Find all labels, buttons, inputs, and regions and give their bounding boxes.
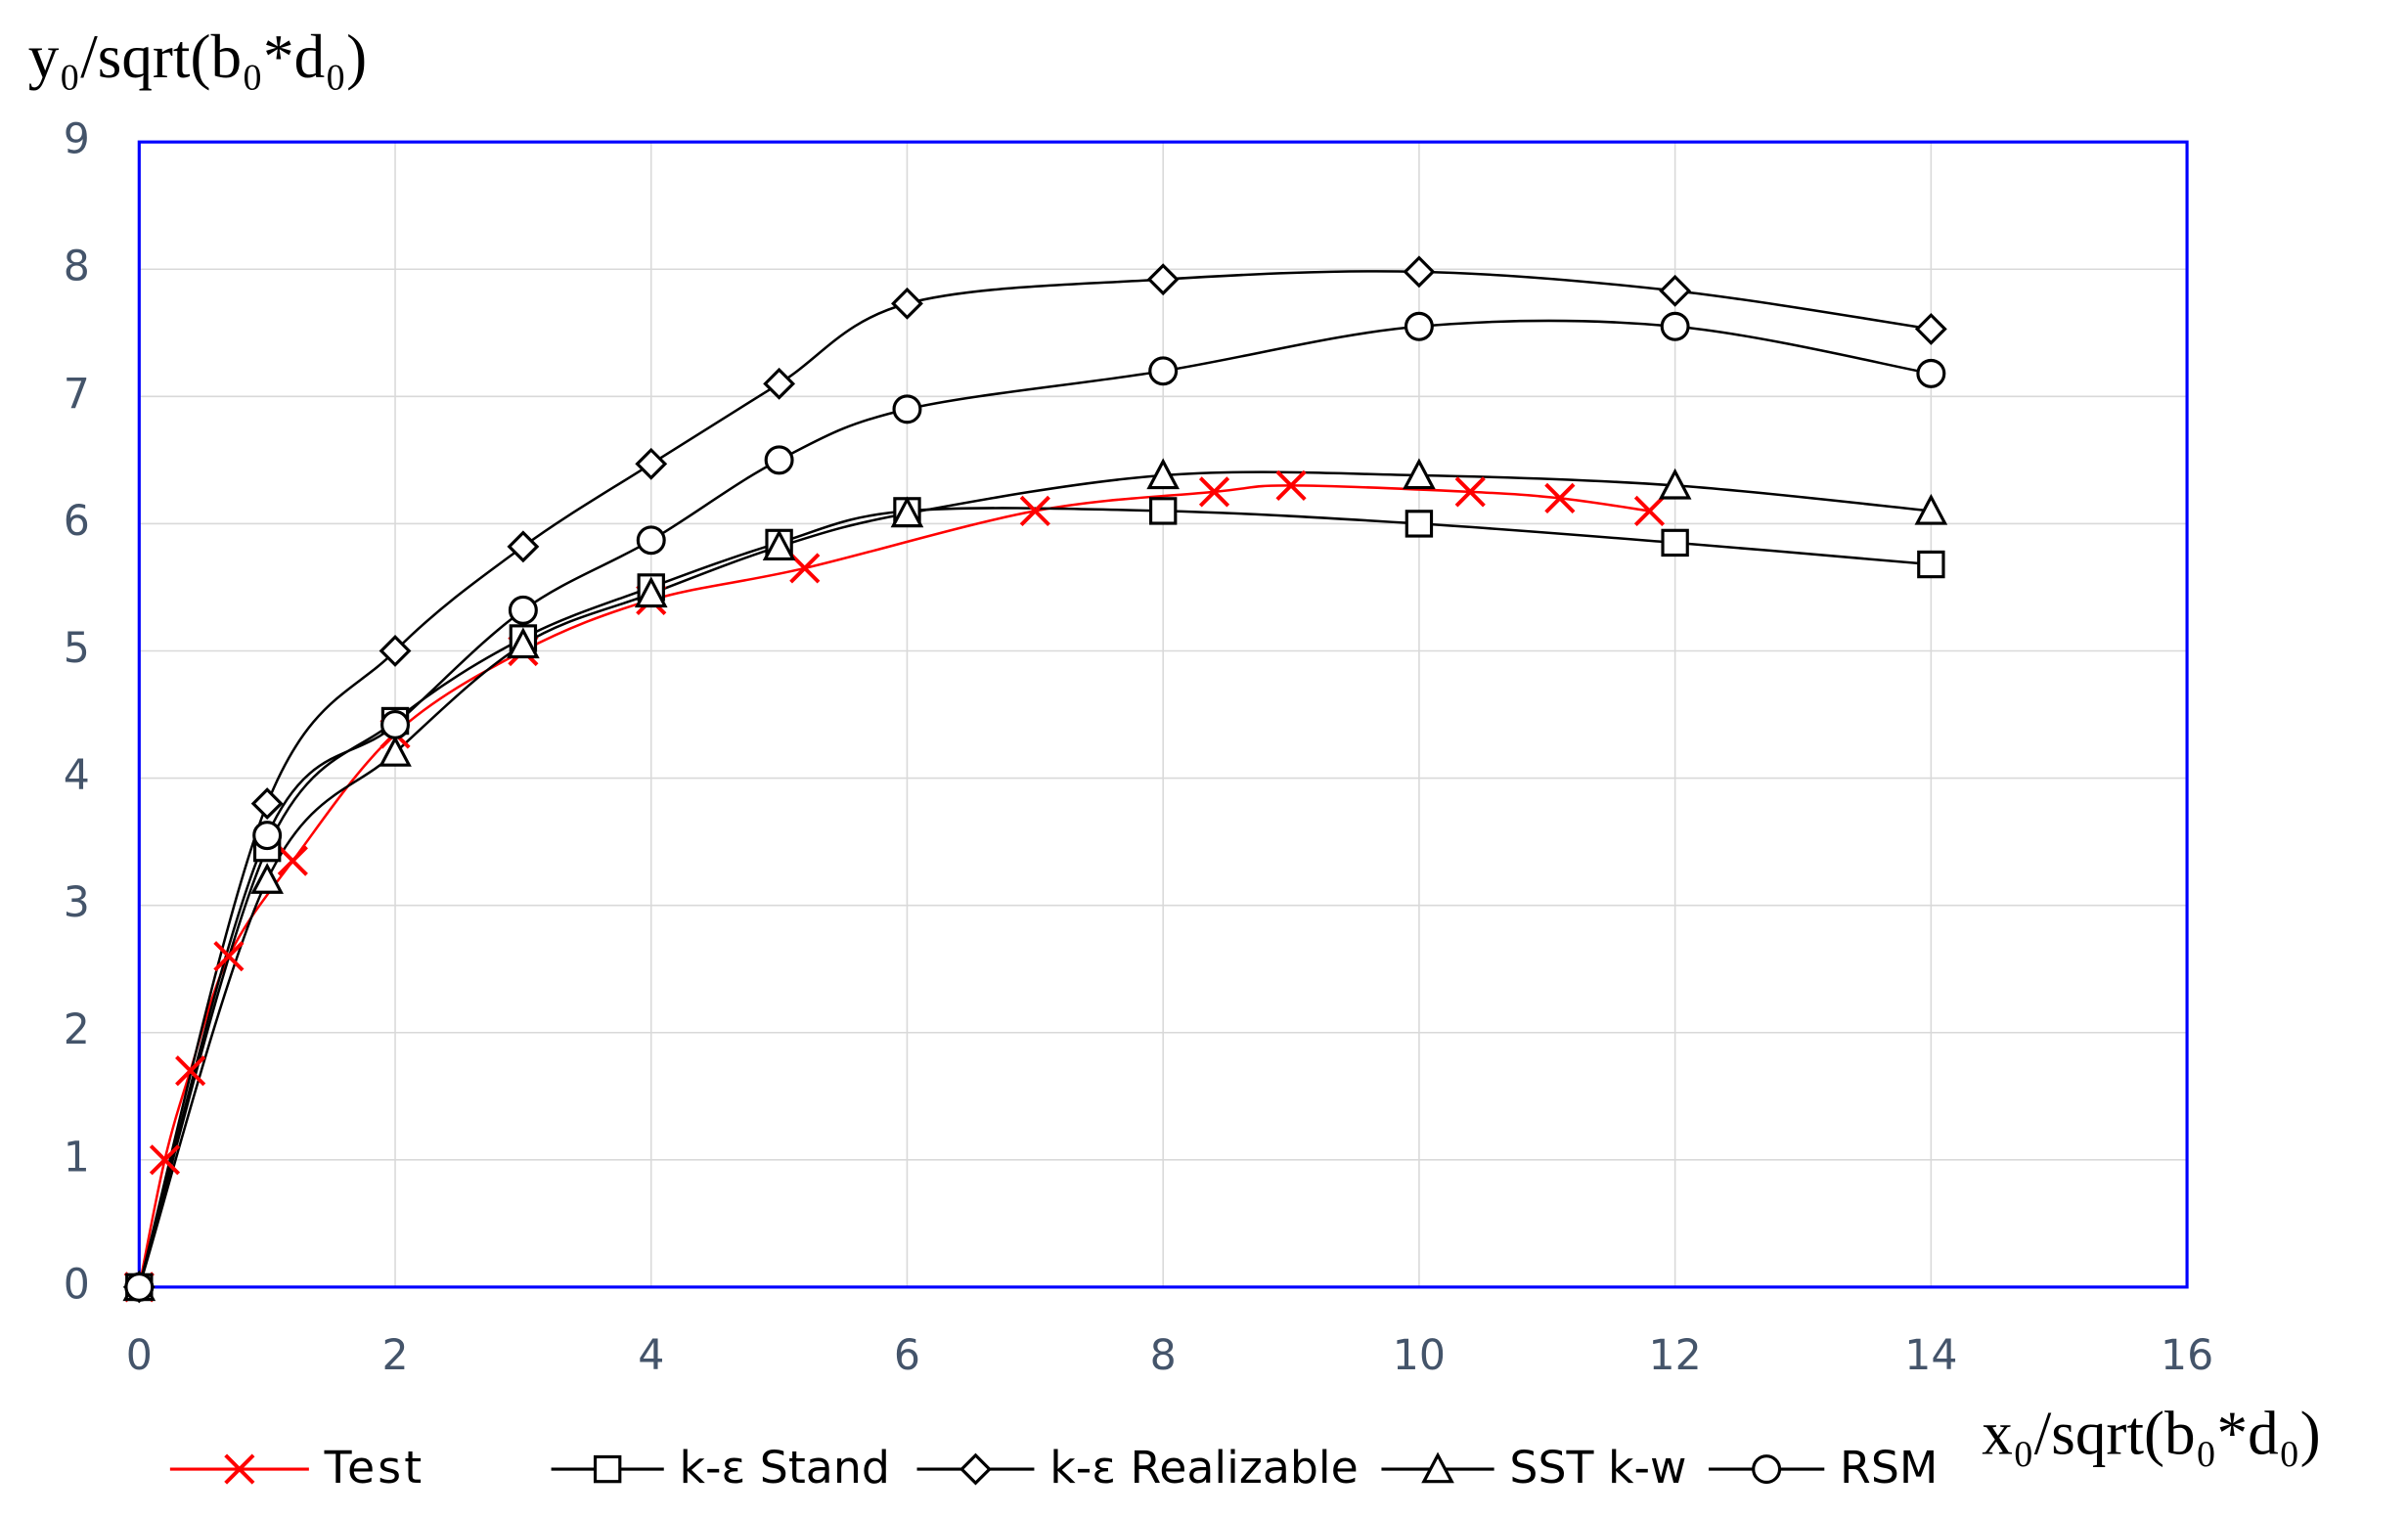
x-tick-label: 16 [2161,1331,2213,1380]
x-tick-label: 8 [1150,1331,1177,1380]
marker [1661,528,1689,558]
marker [1275,469,1307,501]
y-tick-label: 6 [64,497,90,546]
marker [1146,458,1181,490]
y-axis-label: y₀/sqrt(b₀*d₀) [28,22,367,91]
y-tick-label: 7 [64,370,90,419]
marker [1658,468,1692,500]
legend-label: k-ε Realizable [1049,1442,1359,1494]
marker [636,525,666,556]
marker [1660,311,1690,341]
marker [1148,497,1178,525]
x-tick-label: 10 [1393,1331,1446,1380]
marker [250,863,284,894]
marker [1659,274,1692,307]
marker [1914,312,1947,345]
marker [1917,550,1945,579]
x-tick-label: 6 [894,1331,920,1380]
marker [149,1144,181,1176]
marker [763,367,796,400]
y-tick-label: 4 [64,751,90,800]
series-layer [122,255,1948,1304]
marker [890,496,924,528]
marker [1148,356,1179,386]
marker [1916,358,1946,388]
y-tick-label: 3 [64,878,90,927]
marker [892,394,922,424]
marker [1914,493,1948,525]
plot-border [137,140,2189,1289]
marker [635,447,668,480]
marker [1544,482,1576,513]
marker [507,530,540,563]
x-tick-label: 4 [638,1331,664,1380]
series-line [138,470,1932,1288]
x-tick-label: 12 [1649,1331,1702,1380]
x-tick-label: 0 [126,1331,153,1380]
marker [380,709,411,739]
marker [379,735,412,767]
marker [1404,311,1434,341]
marker [1146,263,1180,296]
marker [1403,458,1436,490]
legend-label: RSM [1840,1442,1938,1494]
y-tick-label: 1 [64,1133,90,1182]
marker [1752,1454,1782,1485]
marker [379,635,412,667]
marker [508,595,538,625]
marker [507,627,540,659]
y-tick-label: 0 [64,1260,90,1309]
y-tick-label: 5 [64,624,90,673]
marker [1198,476,1230,508]
marker [764,445,794,475]
marker [124,1272,155,1302]
marker [762,529,796,561]
marker [1454,476,1486,508]
marker [959,1452,992,1486]
marker [891,287,923,320]
x-tick-label: 14 [1904,1331,1957,1380]
marker [634,576,668,608]
marker [1019,495,1050,526]
marker [277,845,308,876]
marker [224,1453,255,1485]
x-axis-label: x₀/sqrt(b₀*d₀) [1982,1399,2320,1467]
legend-label: SST k-w [1509,1442,1686,1494]
marker [593,1454,622,1484]
marker [213,941,245,972]
y-tick-label: 8 [64,243,90,291]
legend-label: k-ε Stand [680,1442,890,1494]
marker [1403,255,1436,289]
marker [250,787,284,821]
legend-label: Test [324,1442,425,1494]
x-tick-label: 2 [381,1331,408,1380]
y-tick-label: 9 [64,115,90,164]
series-line [138,507,1932,1288]
legend: Test k-ε Stand k-ε Realizable SST k-w RSM [169,1442,1938,1494]
y-tick-label: 2 [64,1005,90,1054]
marker [252,821,283,851]
marker [175,1055,206,1087]
marker [1405,510,1434,538]
marker [789,553,821,584]
marker [1633,495,1666,526]
marker [1421,1451,1454,1484]
